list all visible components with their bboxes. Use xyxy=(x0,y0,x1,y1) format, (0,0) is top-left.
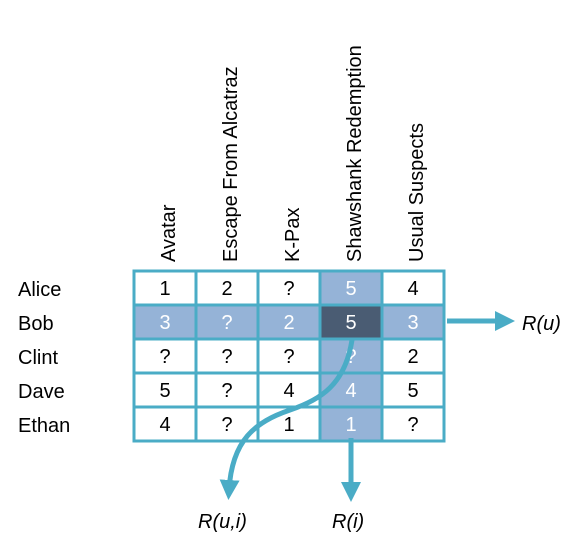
rating-value: 2 xyxy=(221,278,232,300)
user-label-clint: Clint xyxy=(18,347,58,369)
rating-value: 2 xyxy=(283,312,294,334)
rating-value: ? xyxy=(159,346,170,368)
rating-value: ? xyxy=(221,312,232,334)
rating-value: 3 xyxy=(159,312,170,334)
rating-curve-arrow xyxy=(219,339,355,500)
rating-value: 5 xyxy=(345,312,356,334)
rating-value: 4 xyxy=(159,414,170,436)
movie-headers: Avatar Escape From Alcatraz K-Pax Shawsh… xyxy=(158,45,428,262)
rating-value: 1 xyxy=(283,414,294,436)
rating-value: 5 xyxy=(159,380,170,402)
movie-header-shawshank-redemption: Shawshank Redemption xyxy=(344,45,366,262)
rating-value: 5 xyxy=(407,380,418,402)
user-label-bob: Bob xyxy=(18,313,54,335)
rating-value: 5 xyxy=(345,278,356,300)
movie-header-k-pax: K-Pax xyxy=(282,208,304,262)
user-label-alice: Alice xyxy=(18,279,61,301)
rating-value: 1 xyxy=(159,278,170,300)
rating-label: R(u,i) xyxy=(198,511,247,533)
item-profile-label: R(i) xyxy=(332,511,364,533)
arrows xyxy=(219,311,515,502)
user-labels: Alice Bob Clint Dave Ethan xyxy=(18,279,70,437)
rating-value: 4 xyxy=(407,278,418,300)
rating-value: ? xyxy=(283,278,294,300)
rating-cell xyxy=(380,405,446,443)
rating-value: 1 xyxy=(345,414,356,436)
user-label-dave: Dave xyxy=(18,381,65,403)
movie-header-usual-suspects: Usual Suspects xyxy=(406,123,428,262)
user-profile-label: R(u) xyxy=(522,313,561,335)
rating-cell xyxy=(380,303,446,341)
rating-cell xyxy=(380,371,446,409)
rating-value: ? xyxy=(221,380,232,402)
rating-cell xyxy=(256,303,322,341)
rating-value: ? xyxy=(221,414,232,436)
user-label-ethan: Ethan xyxy=(18,415,70,437)
rating-value: 2 xyxy=(407,346,418,368)
movie-header-avatar: Avatar xyxy=(158,204,180,262)
rating-value: ? xyxy=(221,346,232,368)
rating-value: 3 xyxy=(407,312,418,334)
movie-header-escape-from-alcatraz: Escape From Alcatraz xyxy=(220,66,242,262)
rating-value: ? xyxy=(283,346,294,368)
rating-value: ? xyxy=(345,346,356,368)
rating-cell xyxy=(380,337,446,375)
rating-value: 4 xyxy=(283,380,294,402)
rating-value: 4 xyxy=(345,380,356,402)
rating-value: ? xyxy=(407,414,418,436)
rating-grid: 1 2? 5 4 3? 2 5 3???? 2 5? 4 4 5 4? 1 1? xyxy=(132,269,446,443)
